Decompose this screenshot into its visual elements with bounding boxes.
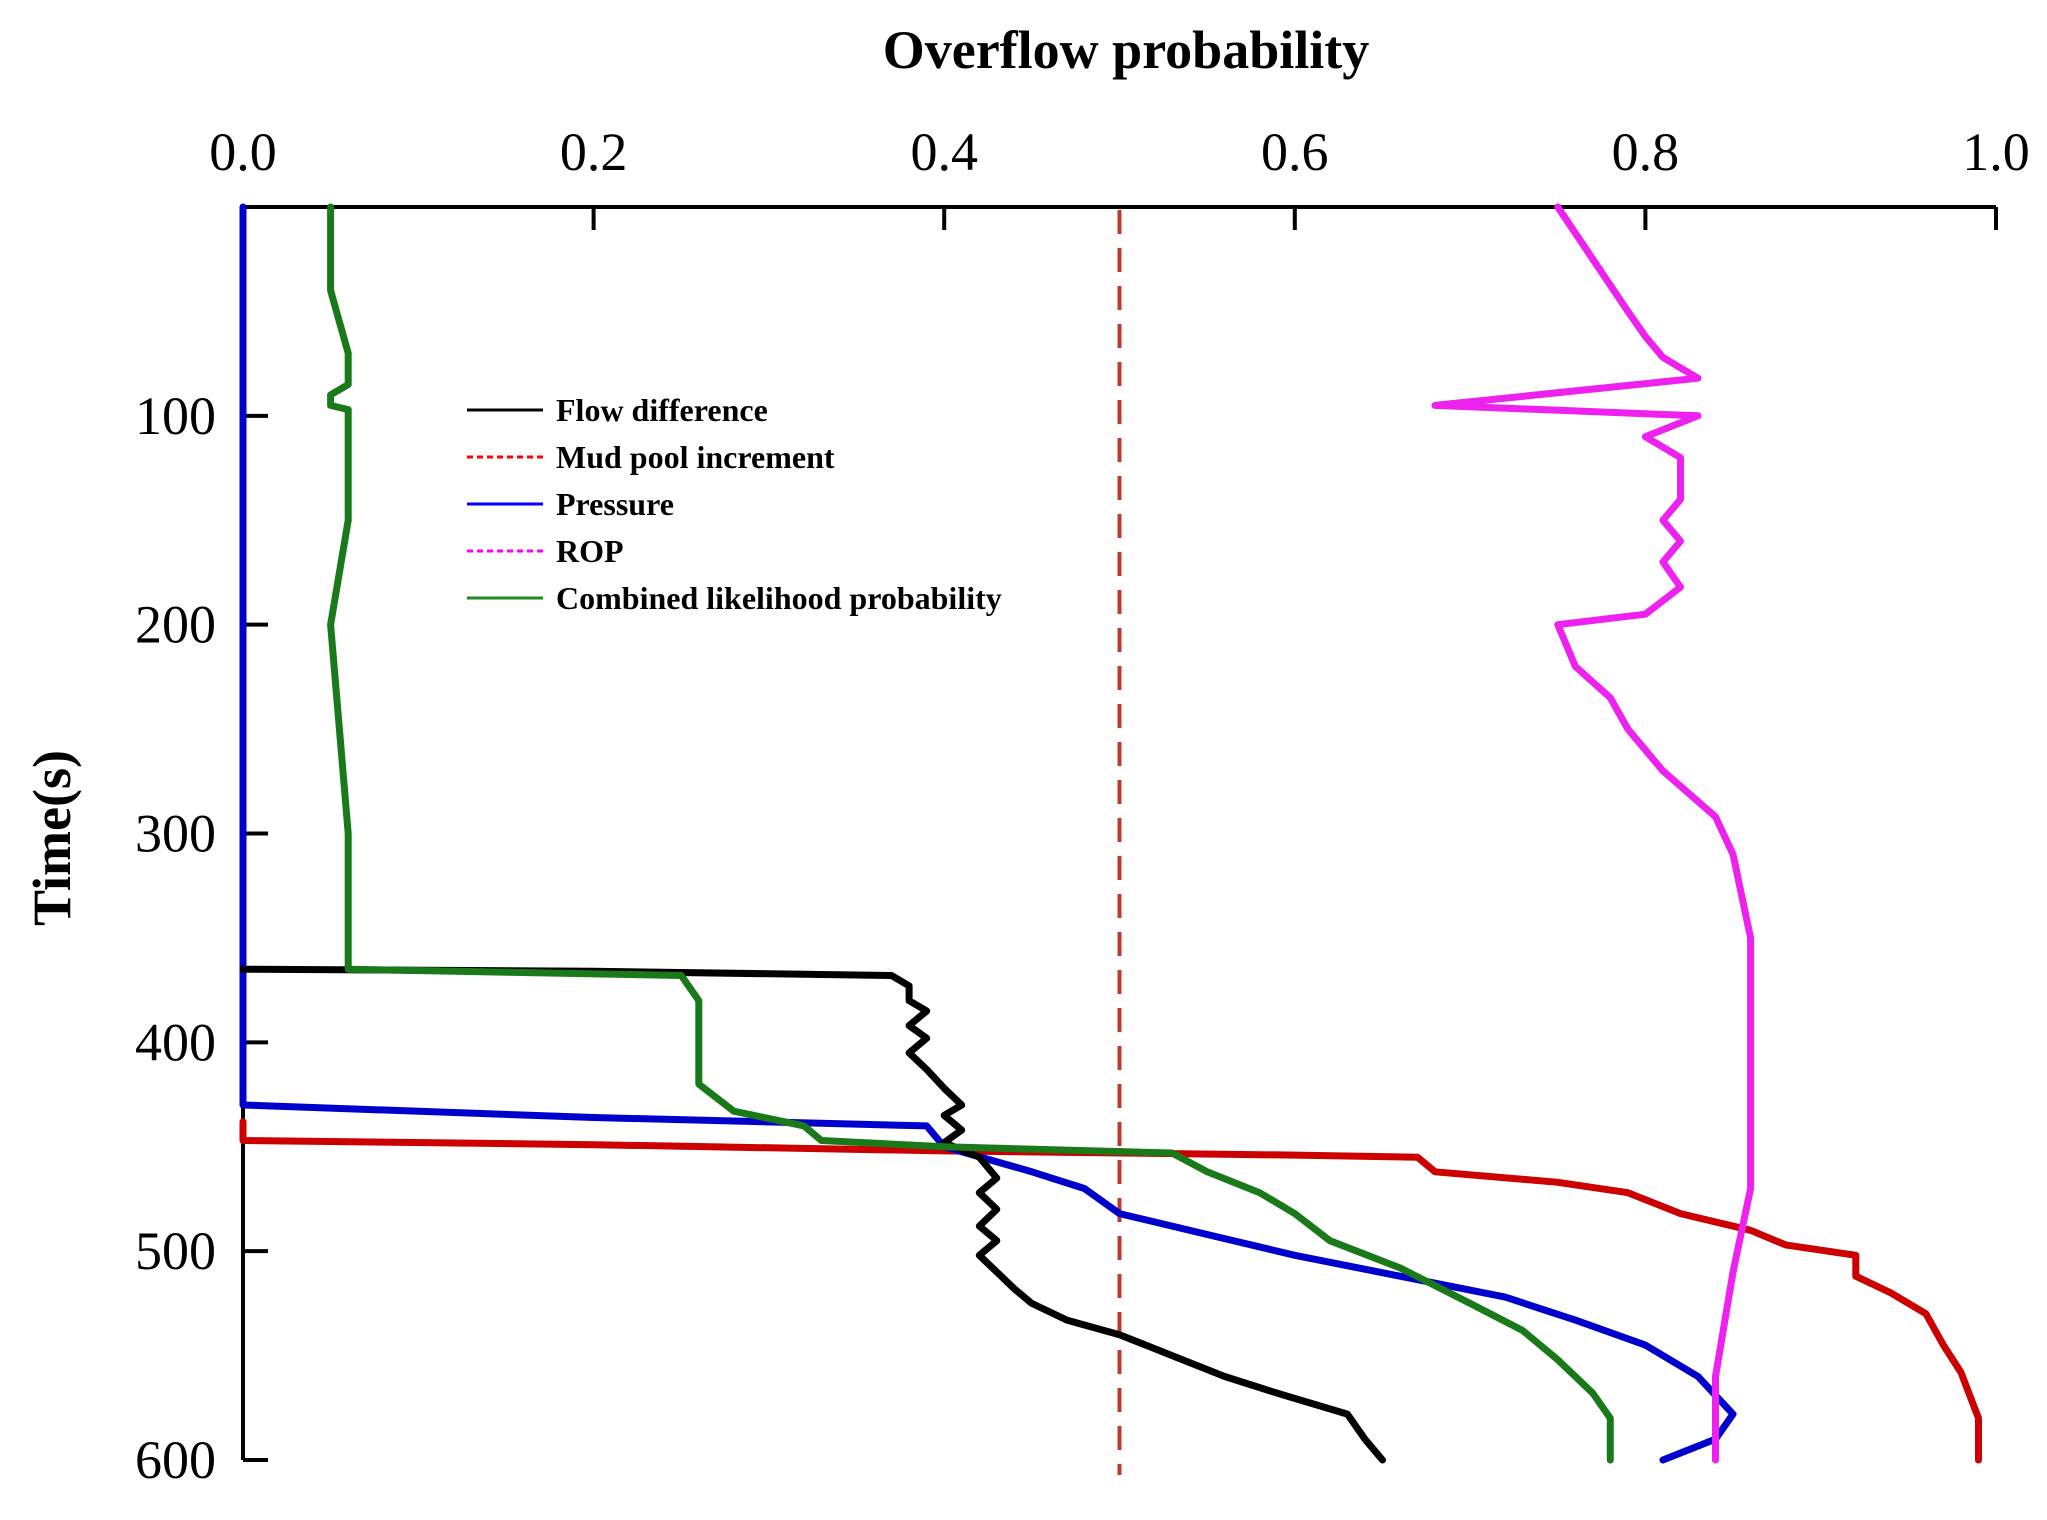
ticks-layer: 0.0 0.2 0.4 0.6 0.8 1.0 100 200 300 400 500 600 xyxy=(135,122,2030,1490)
series-line-pressure xyxy=(239,203,1737,1464)
series-layer xyxy=(239,203,1982,1464)
legend-label: ROP xyxy=(556,533,624,569)
x-tick-label: 0.8 xyxy=(1612,122,1680,182)
x-tick-label: 0.0 xyxy=(209,122,277,182)
y-tick-label: 500 xyxy=(135,1221,216,1281)
y-tick-label: 300 xyxy=(135,804,216,864)
legend-label: Mud pool increment xyxy=(556,439,835,475)
x-axis-title: Overflow probability xyxy=(883,20,1370,80)
axes-layer: Overflow probability Time(s) xyxy=(22,20,1996,1460)
y-tick-label: 100 xyxy=(135,386,216,446)
y-axis-title: Time(s) xyxy=(22,750,82,926)
legend-label: Pressure xyxy=(556,486,674,522)
series-line-combined-likelihood-probability xyxy=(327,203,1614,1464)
y-tick-label: 200 xyxy=(135,595,216,655)
y-tick-label: 600 xyxy=(135,1430,216,1490)
series-line-flow-difference xyxy=(239,965,1386,1464)
x-tick-label: 1.0 xyxy=(1962,122,2030,182)
legend-label: Flow difference xyxy=(556,392,768,428)
legend-label: Combined likelihood probability xyxy=(556,580,1002,616)
x-tick-label: 0.6 xyxy=(1261,122,1329,182)
x-tick-label: 0.4 xyxy=(910,122,978,182)
y-tick-label: 400 xyxy=(135,1012,216,1072)
series-line-rop xyxy=(1431,203,1755,1464)
legend: Flow difference Mud pool increment Pressur… xyxy=(467,392,1002,616)
x-tick-label: 0.2 xyxy=(560,122,628,182)
